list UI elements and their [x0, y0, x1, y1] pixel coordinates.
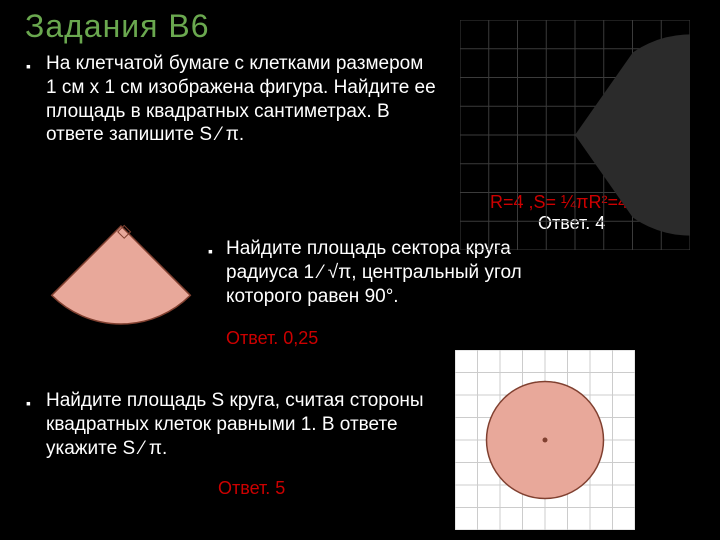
bullet-2: ▪ [208, 243, 213, 259]
answer-2: Ответ. 0,25 [226, 328, 318, 349]
figure-circle-grid [455, 350, 635, 530]
page-title: Задания В6 [25, 8, 210, 45]
answer-3: Ответ. 5 [218, 478, 285, 499]
bullet-1: ▪ [26, 58, 31, 74]
figure-pacman-grid [460, 20, 690, 250]
problem-1-text: На клетчатой бумаге с клетками размером … [46, 52, 436, 147]
figure-sector [46, 218, 196, 328]
problem-3-text: Найдите площадь S круга, считая стороны … [46, 389, 426, 460]
bullet-3: ▪ [26, 395, 31, 411]
